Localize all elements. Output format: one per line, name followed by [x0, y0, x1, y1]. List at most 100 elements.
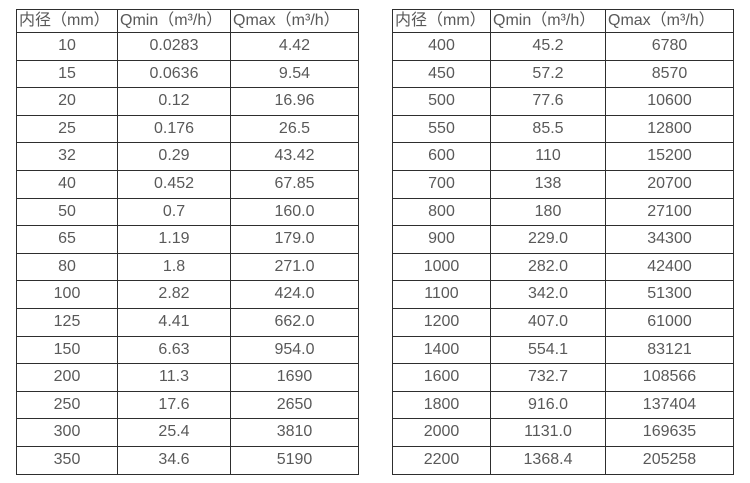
table-cell: 229.0 — [490, 225, 606, 254]
table-cell: 4.41 — [117, 307, 231, 337]
table-cell: 61000 — [605, 307, 734, 337]
table-row: 32 0.29 43.42 — [16, 142, 359, 171]
table-cell: 0.12 — [117, 87, 231, 116]
table-row: 1200 407.0 61000 — [392, 307, 734, 337]
table-cell: 1131.0 — [490, 418, 606, 447]
table-cell: 250 — [16, 390, 118, 420]
table-cell: 600 — [392, 142, 491, 171]
table-cell: 0.176 — [117, 114, 231, 144]
table-cell: 15 — [16, 59, 118, 89]
table-row: 50 0.7 160.0 — [16, 197, 359, 227]
table-cell: 0.29 — [117, 142, 231, 171]
table-cell: 42400 — [605, 252, 734, 282]
table-cell: 26.5 — [230, 114, 359, 144]
table-cell: 0.7 — [117, 197, 231, 227]
table-row: 500 77.6 10600 — [392, 87, 734, 116]
table-cell: 916.0 — [490, 390, 606, 420]
table-cell: 80 — [16, 252, 118, 282]
table-cell: 34300 — [605, 225, 734, 254]
table-cell: 271.0 — [230, 252, 359, 282]
column-header: Qmin（m³/h） — [117, 9, 231, 33]
table-cell: 500 — [392, 87, 491, 116]
table-cell: 6.63 — [117, 335, 231, 365]
table-cell: 108566 — [605, 363, 734, 392]
table-row: 1400 554.1 83121 — [392, 335, 734, 365]
table-row: 400 45.2 6780 — [392, 32, 734, 61]
table-cell: 0.0636 — [117, 59, 231, 89]
column-header: Qmax（m³/h） — [230, 9, 359, 33]
table-cell: 45.2 — [490, 32, 606, 61]
table-cell: 2000 — [392, 418, 491, 447]
flow-spec-table-right: 内径（mm） Qmin（m³/h） Qmax（m³/h） 400 45.2 6780 45… — [392, 9, 734, 475]
table-cell: 800 — [392, 197, 491, 227]
table-cell: 732.7 — [490, 363, 606, 392]
table-cell: 169635 — [605, 418, 734, 447]
table-cell: 20700 — [605, 169, 734, 199]
table-cell: 10 — [16, 32, 118, 61]
table-cell: 6780 — [605, 32, 734, 61]
table-cell: 4.42 — [230, 32, 359, 61]
table-cell: 282.0 — [490, 252, 606, 282]
table-cell: 160.0 — [230, 197, 359, 227]
table-cell: 15200 — [605, 142, 734, 171]
table-cell: 25 — [16, 114, 118, 144]
table-row: 25 0.176 26.5 — [16, 114, 359, 144]
table-cell: 1200 — [392, 307, 491, 337]
table-cell: 10600 — [605, 87, 734, 116]
table-cell: 77.6 — [490, 87, 606, 116]
table-row: 800 180 27100 — [392, 197, 734, 227]
table-cell: 57.2 — [490, 59, 606, 89]
table-cell: 138 — [490, 169, 606, 199]
table-cell: 83121 — [605, 335, 734, 365]
table-cell: 2200 — [392, 445, 491, 475]
table-cell: 67.85 — [230, 169, 359, 199]
table-cell: 200 — [16, 363, 118, 392]
table-cell: 2.82 — [117, 280, 231, 309]
table-row: 250 17.6 2650 — [16, 390, 359, 420]
table-row: 150 6.63 954.0 — [16, 335, 359, 365]
table-row: 65 1.19 179.0 — [16, 225, 359, 254]
table-cell: 2650 — [230, 390, 359, 420]
table-cell: 350 — [16, 445, 118, 475]
table-cell: 9.54 — [230, 59, 359, 89]
table-row: 20 0.12 16.96 — [16, 87, 359, 116]
table-cell: 700 — [392, 169, 491, 199]
table-cell: 1400 — [392, 335, 491, 365]
column-header: Qmax（m³/h） — [605, 9, 734, 33]
column-header: 内径（mm） — [16, 9, 118, 33]
table-cell: 1600 — [392, 363, 491, 392]
table-row: 600 110 15200 — [392, 142, 734, 171]
table-row: 80 1.8 271.0 — [16, 252, 359, 282]
table-cell: 300 — [16, 418, 118, 447]
table-cell: 25.4 — [117, 418, 231, 447]
table-cell: 100 — [16, 280, 118, 309]
table-row: 40 0.452 67.85 — [16, 169, 359, 199]
table-cell: 1100 — [392, 280, 491, 309]
table-cell: 1690 — [230, 363, 359, 392]
flow-spec-table-left: 内径（mm） Qmin（m³/h） Qmax（m³/h） 10 0.0283 4.42 1… — [16, 9, 359, 475]
table-cell: 3810 — [230, 418, 359, 447]
table-row: 1800 916.0 137404 — [392, 390, 734, 420]
table-row: 2200 1368.4 205258 — [392, 445, 734, 475]
table-cell: 342.0 — [490, 280, 606, 309]
table-cell: 407.0 — [490, 307, 606, 337]
table-cell: 1.19 — [117, 225, 231, 254]
table-cell: 180 — [490, 197, 606, 227]
table-row: 100 2.82 424.0 — [16, 280, 359, 309]
table-row: 900 229.0 34300 — [392, 225, 734, 254]
table-cell: 8570 — [605, 59, 734, 89]
table-cell: 0.452 — [117, 169, 231, 199]
table-row: 300 25.4 3810 — [16, 418, 359, 447]
table-cell: 34.6 — [117, 445, 231, 475]
table-cell: 900 — [392, 225, 491, 254]
table-cell: 424.0 — [230, 280, 359, 309]
column-header: Qmin（m³/h） — [490, 9, 606, 33]
table-cell: 43.42 — [230, 142, 359, 171]
table-cell: 954.0 — [230, 335, 359, 365]
table-row: 15 0.0636 9.54 — [16, 59, 359, 89]
table-cell: 550 — [392, 114, 491, 144]
table-row: 1600 732.7 108566 — [392, 363, 734, 392]
table-cell: 27100 — [605, 197, 734, 227]
table-cell: 50 — [16, 197, 118, 227]
